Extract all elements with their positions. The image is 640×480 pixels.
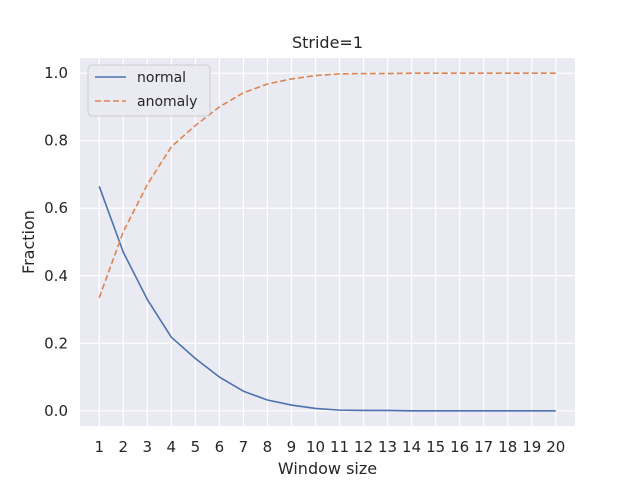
x-axis-label: Window size [278,459,377,478]
legend-label-anomaly: anomaly [137,94,197,110]
x-tick-label: 12 [354,438,373,456]
legend-label-normal: normal [137,70,186,86]
y-tick-label: 1.0 [44,64,68,82]
chart-title: Stride=1 [292,33,363,52]
y-tick-label: 0.2 [44,334,68,352]
x-tick-label: 2 [118,438,128,456]
y-tick-label: 0.0 [44,402,68,420]
plot-area [80,58,575,426]
x-tick-label: 5 [191,438,201,456]
legend: normal anomaly [87,64,211,117]
x-tick-label: 3 [143,438,153,456]
series-line-anomaly [98,72,556,298]
y-tick-label: 0.8 [44,132,68,150]
y-tick-labels: 0.0 0.2 0.4 0.6 0.8 1.0 [44,64,68,420]
x-tick-label: 16 [450,438,469,456]
x-tick-label: 15 [426,438,445,456]
x-tick-label: 11 [330,438,349,456]
x-tick-label: 7 [239,438,249,456]
x-tick-label: 9 [287,438,297,456]
x-tick-label: 14 [402,438,421,456]
x-tick-label: 13 [378,438,397,456]
series-line-normal [98,186,556,412]
y-axis-label: Fraction [19,210,38,274]
x-tick-label: 6 [215,438,225,456]
x-tick-label: 17 [474,438,493,456]
x-tick-labels: 1 2 3 4 5 6 7 8 9 10 11 12 13 14 15 16 17 18 19 20 [94,438,565,456]
x-tick-label: 18 [498,438,517,456]
x-tick-label: 10 [306,438,325,456]
x-tick-label: 8 [263,438,273,456]
y-tick-label: 0.4 [44,267,68,285]
x-tick-label: 20 [546,438,565,456]
series-lines [98,72,556,412]
x-tick-label: 19 [522,438,541,456]
x-tick-label: 1 [94,438,104,456]
y-tick-label: 0.6 [44,199,68,217]
x-tick-label: 4 [167,438,177,456]
